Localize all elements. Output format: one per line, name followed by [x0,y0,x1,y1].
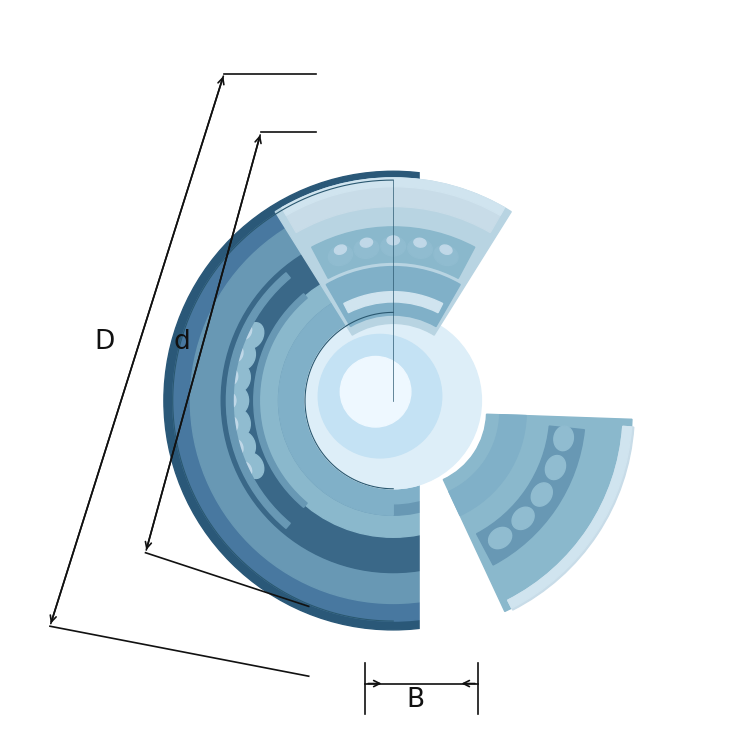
Wedge shape [254,294,307,507]
Ellipse shape [290,298,496,503]
Ellipse shape [231,365,251,391]
Ellipse shape [242,462,251,476]
Ellipse shape [173,180,614,621]
Ellipse shape [329,245,353,265]
Ellipse shape [234,440,243,453]
Ellipse shape [305,312,481,489]
Ellipse shape [434,245,458,265]
Ellipse shape [414,238,426,247]
Wedge shape [226,273,290,528]
Ellipse shape [243,453,264,478]
Ellipse shape [381,237,406,256]
Ellipse shape [408,239,432,259]
Ellipse shape [164,171,623,630]
Wedge shape [476,426,584,565]
Wedge shape [344,292,442,312]
Ellipse shape [553,426,573,451]
Ellipse shape [229,387,248,414]
Ellipse shape [318,334,442,458]
Ellipse shape [512,507,534,529]
Ellipse shape [243,323,264,348]
Ellipse shape [234,348,243,361]
Ellipse shape [257,264,530,537]
Wedge shape [279,286,393,515]
Ellipse shape [489,528,512,549]
Ellipse shape [531,483,552,506]
Ellipse shape [340,356,411,427]
Ellipse shape [279,286,508,515]
Ellipse shape [229,370,237,384]
Text: D: D [94,329,115,355]
Ellipse shape [305,312,481,489]
Ellipse shape [235,432,255,458]
Wedge shape [283,180,503,232]
Ellipse shape [235,343,255,369]
Ellipse shape [334,245,346,254]
Ellipse shape [387,236,399,245]
Wedge shape [508,426,631,608]
Wedge shape [443,415,632,612]
Ellipse shape [231,410,251,436]
Wedge shape [326,267,460,326]
Wedge shape [282,178,505,215]
Wedge shape [449,415,526,515]
Ellipse shape [227,393,236,408]
Ellipse shape [221,229,565,573]
Wedge shape [312,227,475,279]
Ellipse shape [229,417,237,431]
Polygon shape [420,158,636,643]
Wedge shape [275,178,512,335]
Wedge shape [508,426,634,610]
Text: B: B [406,686,424,713]
Ellipse shape [242,326,251,339]
Ellipse shape [340,356,411,427]
Ellipse shape [545,456,565,479]
Ellipse shape [354,239,379,259]
Text: d: d [174,329,190,355]
Ellipse shape [360,238,373,247]
Ellipse shape [190,198,596,603]
Ellipse shape [318,334,442,458]
Ellipse shape [440,245,452,254]
